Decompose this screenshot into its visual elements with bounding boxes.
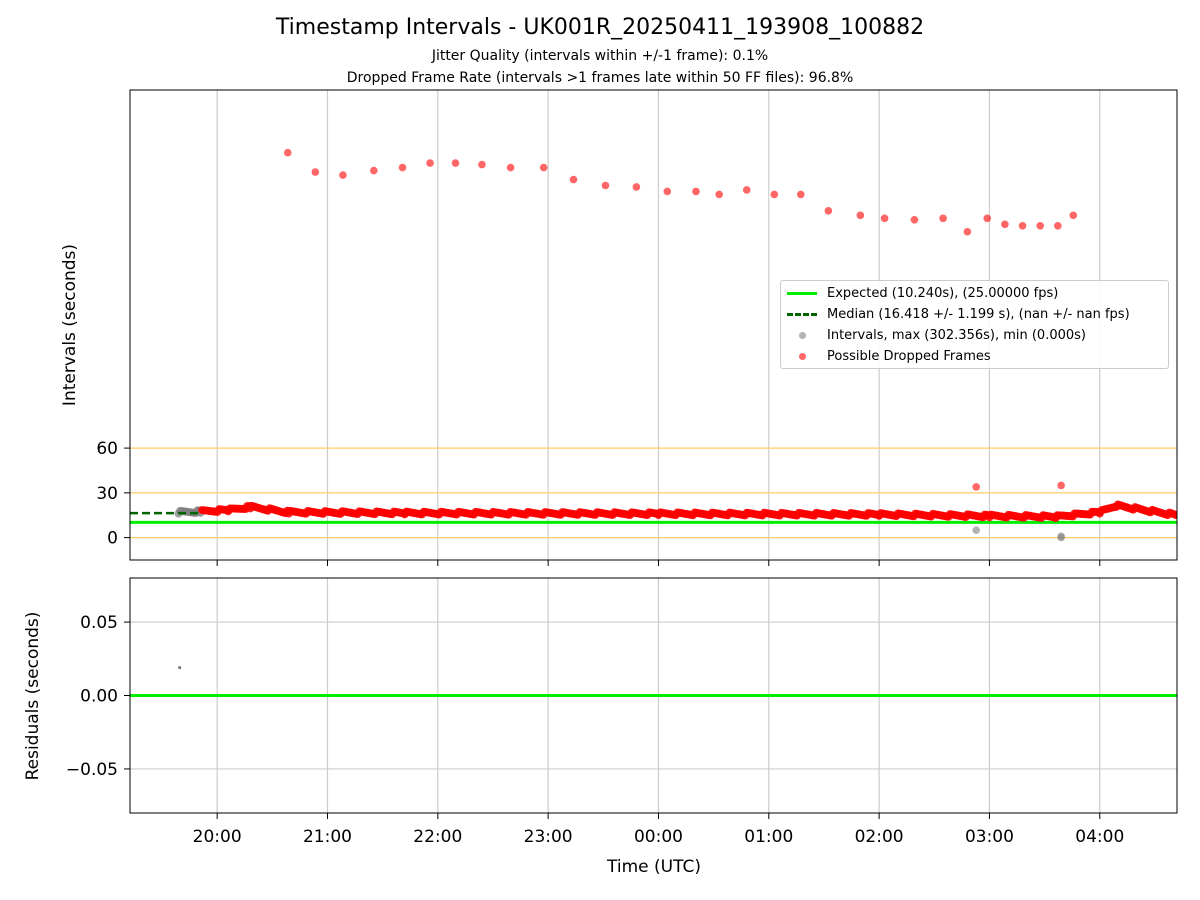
residual-point <box>178 665 182 670</box>
bottom-y-tick-label: 0.00 <box>80 687 118 707</box>
legend-intervals-dot-icon <box>785 325 819 345</box>
x-tick-label: 21:00 <box>303 827 352 847</box>
dropped-frame-subtitle: Dropped Frame Rate (intervals >1 frames … <box>346 70 854 86</box>
dropped-frame-point <box>910 216 919 224</box>
bottom-axes: 20:00 21:00 22:00 23:00 00:00 01:00 02:00 03:00… <box>23 612 1124 877</box>
top-axes-frame <box>129 89 1178 561</box>
dropped-frame-point <box>632 183 641 191</box>
dropped-frame-outlier <box>1057 481 1065 490</box>
dropped-frame-point <box>983 214 992 223</box>
legend-dropped: Possible Dropped Frames <box>785 346 991 366</box>
legend-median-dashed-icon <box>785 304 819 324</box>
top-y-axis-label: Intervals (seconds) <box>60 244 80 406</box>
dropped-frame-point <box>1001 220 1009 229</box>
dropped-frame-point <box>451 159 460 167</box>
dropped-frame-point <box>715 190 723 199</box>
legend-expected: Expected (10.240s), (25.00000 fps) <box>785 283 1058 303</box>
legend-median-label: Median (16.418 +/- 1.199 s), (nan +/- na… <box>827 306 1130 322</box>
dropped-frame-point <box>663 187 672 196</box>
x-tick-label: 04:00 <box>1075 827 1124 847</box>
dropped-frame-point <box>283 148 292 157</box>
dropped-frame-point <box>692 187 700 196</box>
legend-expected-line-icon <box>785 283 819 303</box>
dropped-frame-point <box>1036 221 1044 230</box>
x-tick-label: 03:00 <box>965 827 1014 847</box>
legend-intervals-label: Intervals, max (302.356s), min (0.000s) <box>827 327 1086 343</box>
dropped-frame-point <box>880 214 889 223</box>
x-tick-label: 01:00 <box>744 827 793 847</box>
bottom-y-axis-label: Residuals (seconds) <box>23 612 43 781</box>
legend-intervals: Intervals, max (302.356s), min (0.000s) <box>785 325 1086 345</box>
legend-dropped-label: Possible Dropped Frames <box>827 348 991 364</box>
dropped-frame-point <box>939 214 947 223</box>
x-tick-label: 23:00 <box>524 827 573 847</box>
jitter-quality-subtitle: Jitter Quality (intervals within +/-1 fr… <box>431 48 769 64</box>
dropped-frame-point <box>742 186 751 194</box>
dropped-frame-point <box>370 166 378 175</box>
dropped-frame-point <box>569 175 578 184</box>
x-tick-label: 02:00 <box>855 827 904 847</box>
dropped-frame-point <box>963 227 972 236</box>
x-axis-label: Time (UTC) <box>606 857 701 877</box>
x-tick-label: 22:00 <box>413 827 462 847</box>
dropped-frame-point <box>856 211 865 220</box>
interval-outlier <box>1057 533 1065 542</box>
top-plot-area <box>130 90 1177 542</box>
dropped-frame-point <box>601 181 610 190</box>
bottom-y-tick-label: −0.05 <box>66 760 118 780</box>
dropped-frame-point <box>339 171 347 179</box>
legend: Expected (10.240s), (25.00000 fps) Media… <box>780 280 1169 369</box>
dropped-frame-point <box>311 168 320 176</box>
legend-median: Median (16.418 +/- 1.199 s), (nan +/- na… <box>785 304 1130 324</box>
dropped-frame-point <box>506 163 515 172</box>
top-y-tick-label: 0 <box>107 529 118 549</box>
dropped-frame-point <box>478 160 486 169</box>
top-y-tick-label: 30 <box>96 484 118 504</box>
top-y-tick-label: 60 <box>96 439 118 459</box>
dropped-frame-outlier <box>972 483 981 491</box>
x-tick-label: 20:00 <box>193 827 242 847</box>
dropped-frame-point <box>824 207 833 215</box>
legend-expected-label: Expected (10.240s), (25.00000 fps) <box>827 285 1059 301</box>
dropped-frame-point <box>770 190 779 199</box>
dropped-frame-point <box>539 163 548 172</box>
dropped-frame-point <box>426 159 434 167</box>
bottom-plot-area <box>130 665 1177 697</box>
dropped-frame-point <box>1069 211 1078 220</box>
bottom-y-tick-label: 0.05 <box>80 613 118 633</box>
dropped-frame-point <box>796 190 805 199</box>
top-axes: 0 30 60 Intervals (seconds) <box>60 244 1101 566</box>
dropped-frame-point <box>1173 511 1177 520</box>
dropped-frame-point <box>398 163 407 172</box>
interval-outlier <box>972 526 981 534</box>
dropped-frame-point <box>1054 221 1062 230</box>
dropped-frame-point <box>1018 221 1027 230</box>
chart-title: Timestamp Intervals - UK001R_20250411_19… <box>275 15 925 40</box>
legend-dropped-dot-icon <box>785 346 819 366</box>
x-tick-label: 00:00 <box>634 827 683 847</box>
